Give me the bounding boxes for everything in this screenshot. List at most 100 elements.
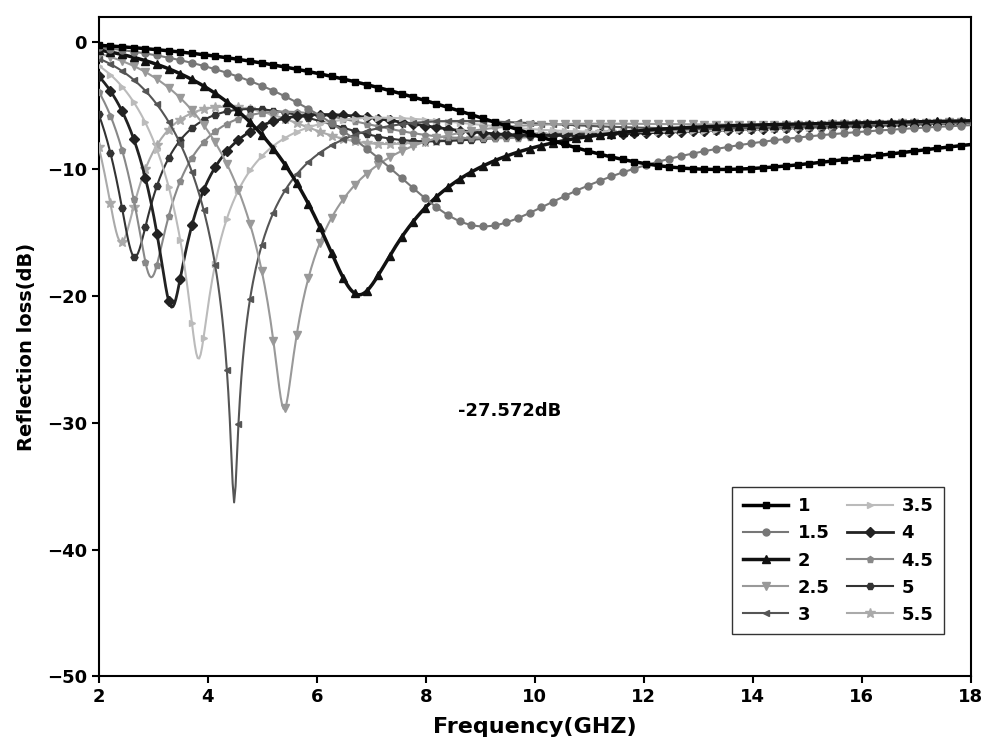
1.5: [477, 222, 489, 231]
3.5: [248, 160, 260, 169]
2.5: [247, 230, 259, 239]
4.5: [965, 118, 977, 127]
4.5: [751, 124, 763, 133]
1.5: [751, 138, 763, 147]
Line: 2.5: 2.5: [95, 49, 975, 413]
5.5: [610, 127, 622, 136]
1: [317, 70, 329, 79]
3.5: [608, 127, 620, 136]
1: [965, 140, 977, 149]
Line: 1.5: 1.5: [95, 44, 974, 230]
2.5: [318, 228, 330, 237]
1.5: [608, 171, 620, 180]
3: [677, 124, 689, 133]
4: [489, 129, 501, 138]
4.5: [145, 273, 157, 282]
2: [93, 45, 105, 54]
1: [247, 57, 259, 66]
5.5: [320, 129, 332, 138]
5: [320, 118, 332, 127]
3.5: [965, 118, 977, 127]
2: [489, 156, 501, 165]
Line: 1: 1: [95, 41, 974, 173]
5: [965, 118, 977, 127]
4.5: [677, 126, 689, 135]
5.5: [219, 103, 231, 112]
2.5: [489, 124, 501, 133]
2.5: [677, 120, 689, 129]
5: [610, 127, 622, 136]
3.5: [489, 121, 501, 130]
1: [487, 117, 499, 126]
Line: 3.5: 3.5: [95, 63, 974, 362]
Line: 5.5: 5.5: [94, 102, 976, 247]
Line: 4.5: 4.5: [95, 88, 974, 280]
2: [751, 121, 763, 130]
5.5: [965, 118, 977, 127]
1: [93, 41, 105, 50]
4: [751, 124, 763, 133]
5.5: [116, 238, 128, 247]
1.5: [317, 113, 329, 122]
5.5: [93, 143, 105, 152]
4: [248, 124, 260, 133]
3: [965, 118, 977, 127]
2: [247, 121, 259, 130]
1.5: [93, 43, 105, 52]
5: [490, 133, 502, 143]
5: [678, 126, 690, 135]
4: [677, 127, 689, 136]
4.5: [248, 109, 260, 118]
5: [752, 124, 764, 133]
3.5: [751, 124, 763, 133]
1.5: [965, 121, 977, 130]
4: [318, 110, 330, 119]
4: [608, 130, 620, 139]
3: [318, 146, 330, 155]
3.5: [677, 127, 689, 136]
Y-axis label: Reflection loss(dB): Reflection loss(dB): [17, 243, 36, 451]
2: [317, 229, 329, 238]
5: [129, 253, 141, 262]
5.5: [490, 131, 502, 140]
4.5: [318, 111, 330, 120]
3.5: [193, 354, 205, 363]
1: [607, 153, 619, 162]
5.5: [250, 106, 262, 115]
5: [246, 105, 258, 114]
4: [965, 118, 977, 127]
5: [250, 105, 262, 114]
3: [751, 124, 763, 133]
1.5: [247, 78, 259, 87]
2.5: [93, 49, 105, 58]
5.5: [678, 126, 690, 135]
X-axis label: Frequency(GHZ): Frequency(GHZ): [433, 717, 637, 737]
1.5: [489, 221, 501, 230]
3.5: [93, 61, 105, 70]
Line: 3: 3: [95, 55, 974, 506]
2: [353, 290, 365, 299]
1: [675, 164, 687, 173]
4.5: [608, 129, 620, 138]
2: [965, 116, 977, 125]
3: [248, 270, 260, 279]
Legend: 1, 1.5, 2, 2.5, 3, 3.5, 4, 4.5, 5, 5.5: 1, 1.5, 2, 2.5, 3, 3.5, 4, 4.5, 5, 5.5: [732, 486, 944, 634]
1.5: [677, 152, 689, 161]
4: [166, 302, 178, 311]
3: [93, 54, 105, 63]
3: [608, 122, 620, 131]
2.5: [608, 119, 620, 128]
4.5: [93, 87, 105, 97]
1: [751, 164, 763, 173]
Line: 5: 5: [95, 106, 974, 261]
3: [489, 117, 501, 126]
4.5: [489, 133, 501, 143]
5: [93, 110, 105, 119]
2.5: [965, 118, 977, 127]
Line: 2: 2: [95, 46, 975, 299]
3.5: [318, 118, 330, 127]
5.5: [752, 124, 764, 133]
1: [713, 165, 725, 174]
2: [608, 129, 620, 138]
4: [93, 72, 105, 81]
